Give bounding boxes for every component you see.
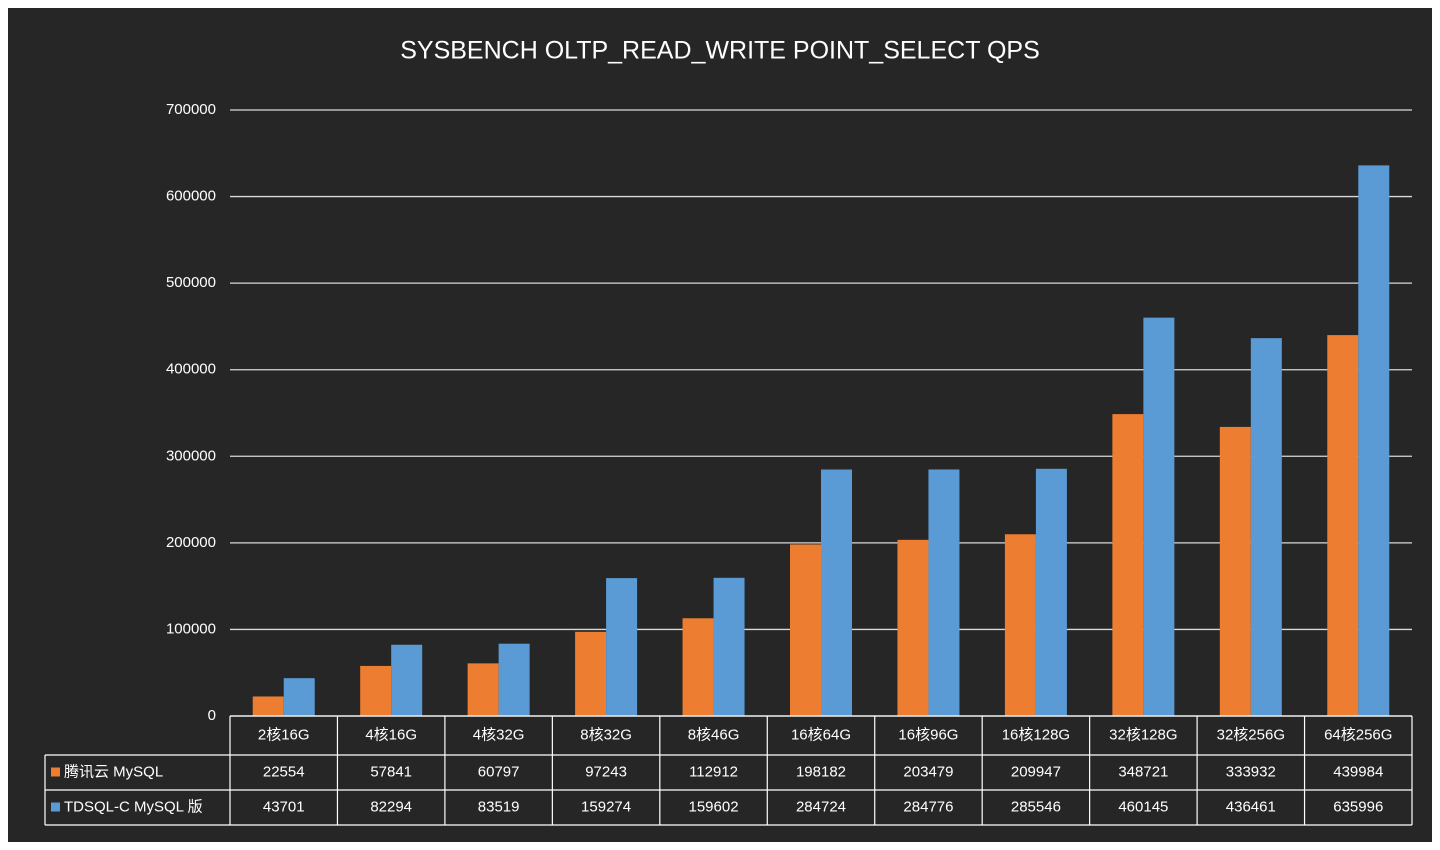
bar bbox=[606, 578, 638, 716]
bar bbox=[467, 663, 499, 716]
bar bbox=[498, 643, 530, 716]
table-value: 285546 bbox=[1011, 798, 1061, 815]
x-tick-label: 2核16G bbox=[258, 726, 310, 743]
y-tick-label: 700000 bbox=[166, 101, 216, 118]
bar bbox=[1219, 426, 1251, 716]
bar bbox=[1143, 317, 1175, 716]
table-value: 436461 bbox=[1226, 798, 1276, 815]
legend-swatch bbox=[51, 802, 60, 812]
y-tick-label: 0 bbox=[208, 707, 216, 724]
legend-label: TDSQL-C MySQL 版 bbox=[64, 798, 203, 815]
y-tick-label: 500000 bbox=[166, 274, 216, 291]
x-tick-label: 32核128G bbox=[1109, 726, 1177, 743]
x-tick-label: 64核256G bbox=[1324, 726, 1392, 743]
table-value: 159274 bbox=[581, 798, 631, 815]
y-tick-label: 300000 bbox=[166, 447, 216, 464]
bar bbox=[1035, 468, 1067, 716]
bar bbox=[1004, 534, 1036, 716]
x-tick-label: 8核32G bbox=[580, 726, 632, 743]
table-value: 439984 bbox=[1333, 763, 1383, 780]
table-value: 83519 bbox=[478, 798, 520, 815]
bar bbox=[928, 469, 960, 716]
x-tick-label: 4核16G bbox=[365, 726, 417, 743]
bar bbox=[1250, 338, 1282, 716]
bar bbox=[1112, 414, 1144, 716]
table-value: 209947 bbox=[1011, 763, 1061, 780]
x-tick-label: 8核46G bbox=[688, 726, 740, 743]
y-tick-label: 100000 bbox=[166, 620, 216, 637]
x-tick-label: 4核32G bbox=[473, 726, 525, 743]
bar bbox=[283, 678, 315, 716]
bar bbox=[1358, 165, 1390, 716]
bar bbox=[252, 696, 284, 716]
bar bbox=[575, 631, 607, 716]
y-tick-label: 400000 bbox=[166, 361, 216, 378]
x-tick-label: 16核96G bbox=[898, 726, 958, 743]
bar bbox=[790, 544, 821, 716]
table-value: 82294 bbox=[370, 798, 412, 815]
bar bbox=[821, 469, 852, 716]
table-value: 198182 bbox=[796, 763, 846, 780]
table-value: 22554 bbox=[263, 763, 305, 780]
bar bbox=[713, 577, 745, 716]
table-value: 60797 bbox=[478, 763, 520, 780]
bar bbox=[897, 539, 929, 716]
table-value: 203479 bbox=[903, 763, 953, 780]
legend-swatch bbox=[51, 767, 60, 777]
bar bbox=[360, 665, 392, 716]
bar bbox=[682, 618, 714, 716]
bar bbox=[1327, 335, 1359, 716]
table-value: 112912 bbox=[689, 763, 738, 780]
legend-label: 腾讯云 MySQL bbox=[64, 763, 163, 780]
table-value: 43701 bbox=[263, 798, 305, 815]
table-value: 348721 bbox=[1118, 763, 1168, 780]
table-value: 284724 bbox=[796, 798, 846, 815]
chart-title: SYSBENCH OLTP_READ_WRITE POINT_SELECT QP… bbox=[400, 37, 1040, 65]
bar bbox=[391, 644, 423, 716]
y-tick-label: 600000 bbox=[166, 188, 216, 205]
table-value: 460145 bbox=[1118, 798, 1168, 815]
table-value: 97243 bbox=[585, 763, 627, 780]
x-tick-label: 16核64G bbox=[791, 726, 851, 743]
table-value: 284776 bbox=[903, 798, 953, 815]
x-tick-label: 16核128G bbox=[1002, 726, 1070, 743]
table-value: 635996 bbox=[1333, 798, 1383, 815]
table-value: 159602 bbox=[689, 798, 739, 815]
table-value: 57841 bbox=[370, 763, 412, 780]
y-tick-label: 200000 bbox=[166, 534, 216, 551]
chart-background bbox=[8, 8, 1432, 842]
table-value: 333932 bbox=[1226, 763, 1276, 780]
x-tick-label: 32核256G bbox=[1217, 726, 1285, 743]
